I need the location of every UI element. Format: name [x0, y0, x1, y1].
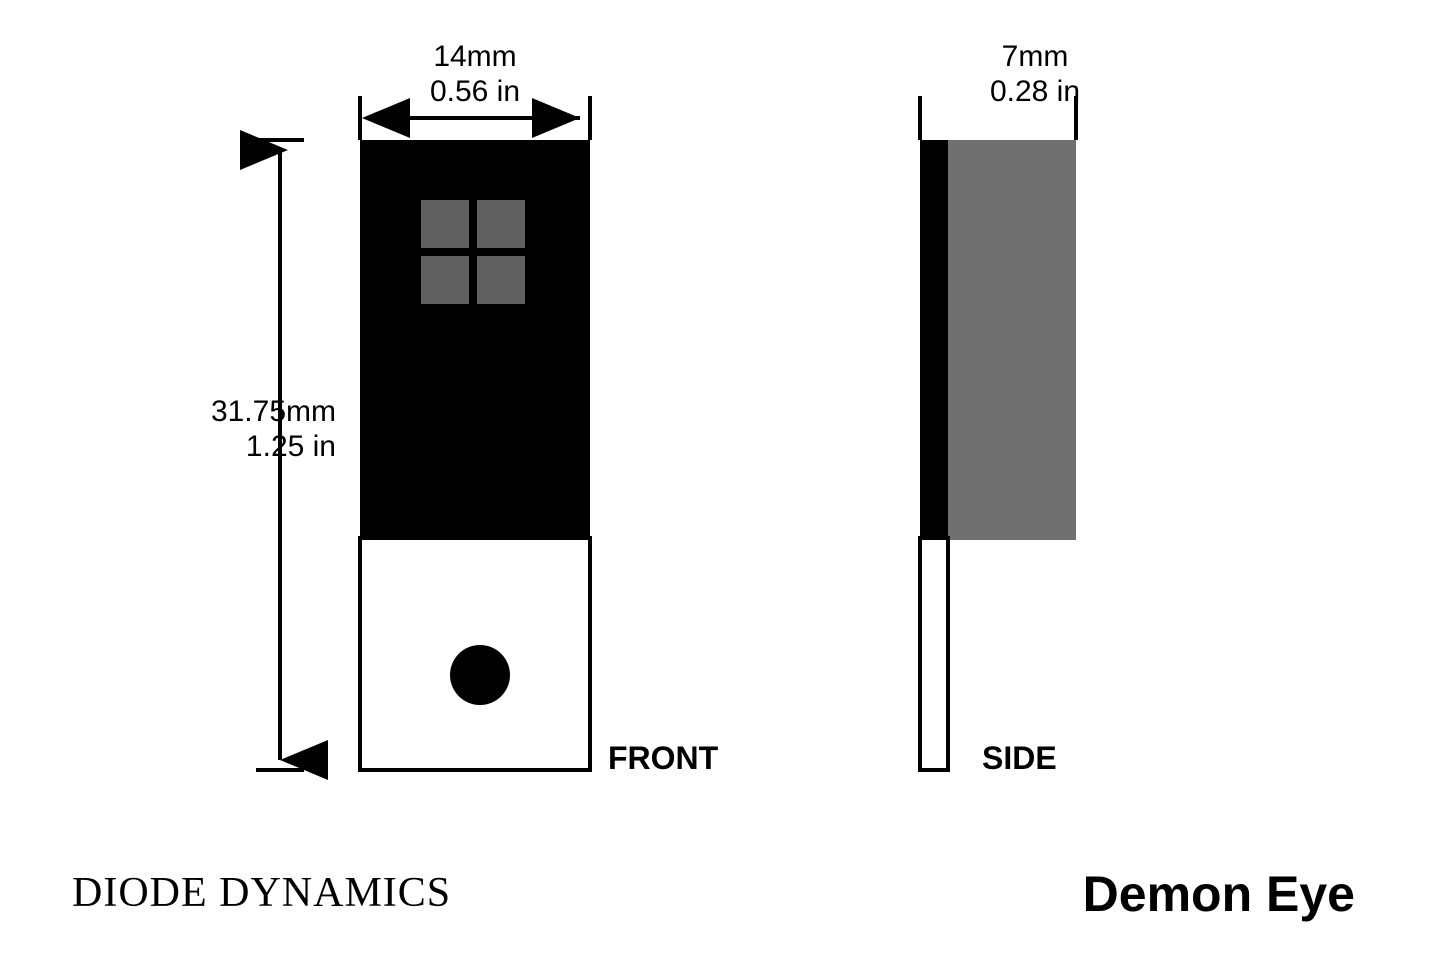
dim-width-in: 0.56 in [360, 75, 590, 110]
front-view [360, 140, 590, 770]
side-view-tag: SIDE [982, 740, 1057, 777]
mount-hole-icon [450, 645, 510, 705]
diagram-svg [0, 0, 1445, 963]
side-pcb-top [920, 140, 948, 540]
dim-thickness-label: 7mm 0.28 in [955, 40, 1115, 109]
brand-logo: DIODE DYNAMICS [72, 869, 451, 917]
front-body-top [360, 140, 590, 540]
side-body [936, 140, 1076, 540]
dim-height-mm: 31.75mm [156, 395, 336, 430]
dim-height-label: 31.75mm 1.25 in [156, 395, 336, 464]
front-view-tag: FRONT [608, 740, 718, 777]
product-name: Demon Eye [1083, 865, 1355, 923]
drawing-canvas: 14mm 0.56 in 7mm 0.28 in 31.75mm 1.25 in… [0, 0, 1445, 963]
dim-width-label: 14mm 0.56 in [360, 40, 590, 109]
dim-thickness-in: 0.28 in [955, 75, 1115, 110]
dim-width-mm: 14mm [360, 40, 590, 75]
dim-height-in: 1.25 in [156, 430, 336, 465]
side-view [920, 140, 1076, 770]
dim-thickness-mm: 7mm [955, 40, 1115, 75]
side-pcb-bottom [920, 538, 948, 770]
